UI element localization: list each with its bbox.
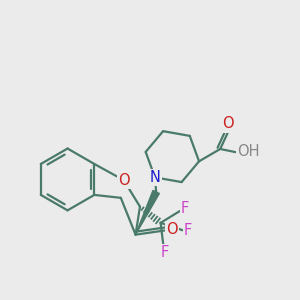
- Text: O: O: [167, 222, 178, 237]
- Text: OH: OH: [238, 144, 260, 159]
- Text: F: F: [184, 223, 192, 238]
- Text: O: O: [118, 173, 130, 188]
- Text: F: F: [181, 201, 189, 216]
- Text: O: O: [222, 116, 233, 131]
- Text: N: N: [149, 170, 161, 185]
- Text: F: F: [161, 245, 169, 260]
- Polygon shape: [136, 190, 159, 235]
